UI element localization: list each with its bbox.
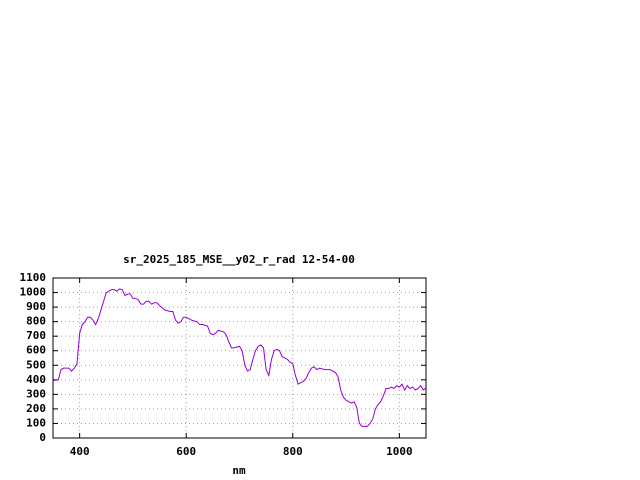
x-tick-label: 600 bbox=[176, 445, 196, 458]
plot-frame bbox=[52, 277, 427, 439]
y-tick-label: 1000 bbox=[20, 286, 47, 299]
y-tick-label: 200 bbox=[26, 402, 46, 415]
y-tick-label: 900 bbox=[26, 300, 46, 313]
y-tick-label: 300 bbox=[26, 387, 46, 400]
x-tick-label: 400 bbox=[70, 445, 90, 458]
y-tick-label: 400 bbox=[26, 373, 46, 386]
x-axis-label: nm bbox=[232, 464, 246, 477]
y-tick-label: 600 bbox=[26, 344, 46, 357]
y-tick-label: 800 bbox=[26, 315, 46, 328]
y-tick-label: 100 bbox=[26, 416, 46, 429]
chart-title: sr_2025_185_MSE__y02_r_rad 12-54-00 bbox=[123, 253, 355, 266]
x-tick-label: 1000 bbox=[386, 445, 413, 458]
data-line bbox=[52, 288, 427, 427]
y-tick-label: 0 bbox=[39, 431, 46, 444]
y-tick-label: 500 bbox=[26, 358, 46, 371]
x-tick-label: 800 bbox=[283, 445, 303, 458]
y-tick-label: 1100 bbox=[20, 271, 47, 284]
y-tick-label: 700 bbox=[26, 329, 46, 342]
